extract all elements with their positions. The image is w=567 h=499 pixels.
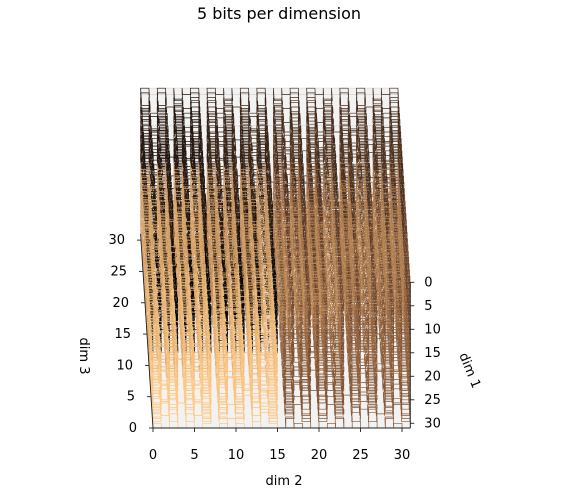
z-tick-label: 0 xyxy=(129,421,137,436)
y-tick-label: 5 xyxy=(424,299,432,314)
x-tick-label: 10 xyxy=(228,448,245,463)
z-axis-ticks: 0 5 10 15 20 25 30 xyxy=(108,233,153,436)
x-tick-label: 0 xyxy=(149,448,157,463)
x-axis-ticks: 0 5 10 15 20 25 30 xyxy=(149,428,410,463)
axis-lines xyxy=(140,233,411,429)
y-tick-label: 25 xyxy=(424,393,441,408)
curve-segment xyxy=(273,200,335,285)
x-tick-label: 30 xyxy=(394,448,411,463)
curve-segment xyxy=(143,213,206,291)
axis-line xyxy=(140,233,154,429)
curve-segment xyxy=(273,163,343,241)
y-axis-ticks: 0 5 10 15 20 25 30 xyxy=(410,275,441,431)
curve-segment xyxy=(211,350,278,429)
curve-segment xyxy=(206,163,269,247)
curve-segment xyxy=(204,213,272,291)
curve-segment xyxy=(140,200,202,285)
x-tick-label: 5 xyxy=(190,448,198,463)
x-tick-label: 25 xyxy=(352,448,369,463)
curve-segment xyxy=(339,87,402,172)
curve-segment xyxy=(143,250,206,335)
z-tick-label: 10 xyxy=(116,358,133,373)
curve-segment xyxy=(273,125,335,209)
y-axis-label: dim 1 xyxy=(455,351,483,391)
curve-segment xyxy=(149,350,212,429)
axes-3d: 0 5 10 15 20 25 30 0 5 10 15 20 25 30 0 5 10 15 20 25 30 xyxy=(108,87,441,463)
curve-segment xyxy=(339,163,402,247)
curve-segment xyxy=(271,250,338,329)
x-tick-label: 20 xyxy=(311,448,328,463)
y-tick-label: 30 xyxy=(424,416,441,431)
curve-segment xyxy=(140,125,203,203)
curve-segment xyxy=(282,350,353,429)
hilbert-curve xyxy=(140,87,411,429)
x-axis-label: dim 2 xyxy=(266,474,303,489)
curve-segment xyxy=(273,87,343,166)
z-axis-label: dim 3 xyxy=(76,338,91,375)
curve-segment xyxy=(140,163,202,245)
z-tick-label: 25 xyxy=(110,264,127,279)
x-tick-label: 15 xyxy=(269,448,286,463)
y-tick-label: 10 xyxy=(424,322,441,337)
chart-title: 5 bits per dimension xyxy=(197,4,361,23)
z-tick-label: 5 xyxy=(127,390,135,405)
curve-segment xyxy=(206,87,269,166)
y-tick-label: 0 xyxy=(424,275,432,290)
y-tick-label: 20 xyxy=(424,369,441,384)
curve-segment xyxy=(334,200,402,279)
y-tick-label: 15 xyxy=(424,346,441,361)
curve-segment xyxy=(349,346,411,429)
z-tick-label: 20 xyxy=(112,296,129,311)
curve-segment xyxy=(334,125,402,203)
curve-segment xyxy=(337,300,408,379)
curve-segment xyxy=(342,244,405,329)
curve-segment xyxy=(207,263,275,341)
z-tick-label: 15 xyxy=(114,327,131,342)
curve-segment xyxy=(146,263,209,347)
z-tick-label: 30 xyxy=(108,233,125,248)
